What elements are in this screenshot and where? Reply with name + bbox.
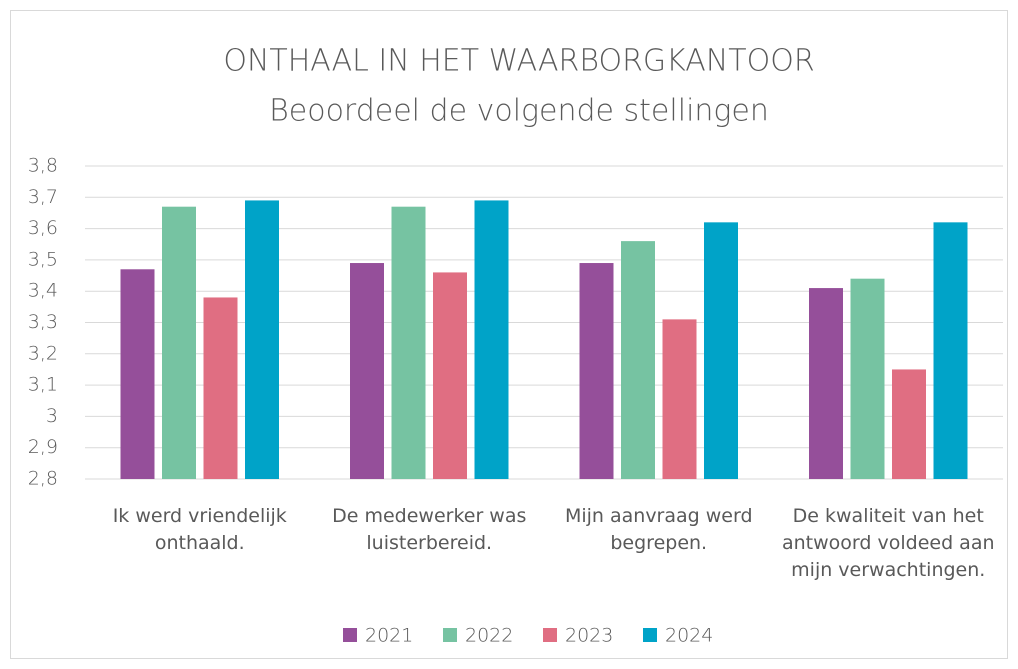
bar: [120, 269, 155, 479]
legend-swatch: [443, 628, 457, 642]
y-tick-label: 3,8: [28, 155, 58, 177]
bar: [162, 206, 196, 479]
bar: [809, 288, 843, 479]
y-tick-label: 3: [46, 405, 58, 427]
bar: [203, 297, 238, 479]
legend-label: 2021: [365, 625, 413, 647]
x-tick-label: De medewerker was luisterbereid.: [332, 505, 527, 554]
bar: [245, 200, 279, 479]
x-tick-label: Ik werd vriendelijk onthaald.: [112, 505, 287, 554]
legend-label: 2023: [565, 625, 613, 647]
bar: [350, 263, 384, 479]
x-tick-label: Mijn aanvraag werd begrepen.: [564, 505, 753, 554]
bar: [933, 222, 968, 479]
bar: [850, 278, 885, 479]
y-tick-label: 3,3: [28, 311, 58, 333]
bar: [892, 369, 926, 479]
bar: [704, 222, 738, 479]
y-tick-label: 3,4: [28, 280, 58, 302]
y-tick-label: 3,6: [28, 217, 58, 239]
x-tick-label: De kwaliteit van het antwoord voldeed aa…: [781, 505, 995, 581]
y-tick-label: 3,5: [28, 248, 58, 270]
legend-label: 2024: [665, 625, 713, 647]
y-tick-label: 2,9: [28, 436, 58, 458]
y-tick-label: 3,7: [28, 186, 58, 208]
bar: [391, 206, 426, 479]
bar: [662, 319, 697, 479]
legend-label: 2022: [465, 625, 513, 647]
legend-swatch: [543, 628, 557, 642]
bar: [433, 272, 467, 479]
y-tick-label: 2,8: [28, 468, 58, 490]
bar: [621, 241, 655, 479]
y-tick-label: 3,2: [28, 342, 58, 364]
bar: [579, 263, 614, 479]
legend-swatch: [643, 628, 657, 642]
y-tick-label: 3,1: [28, 374, 58, 396]
chart-border: [10, 10, 1008, 659]
chart-title: ONTHAAL IN HET WAARBORGKANTOOR: [223, 44, 814, 79]
legend-swatch: [343, 628, 357, 642]
bar: [474, 200, 509, 479]
chart-subtitle: Beoordeel de volgende stellingen: [269, 94, 769, 129]
